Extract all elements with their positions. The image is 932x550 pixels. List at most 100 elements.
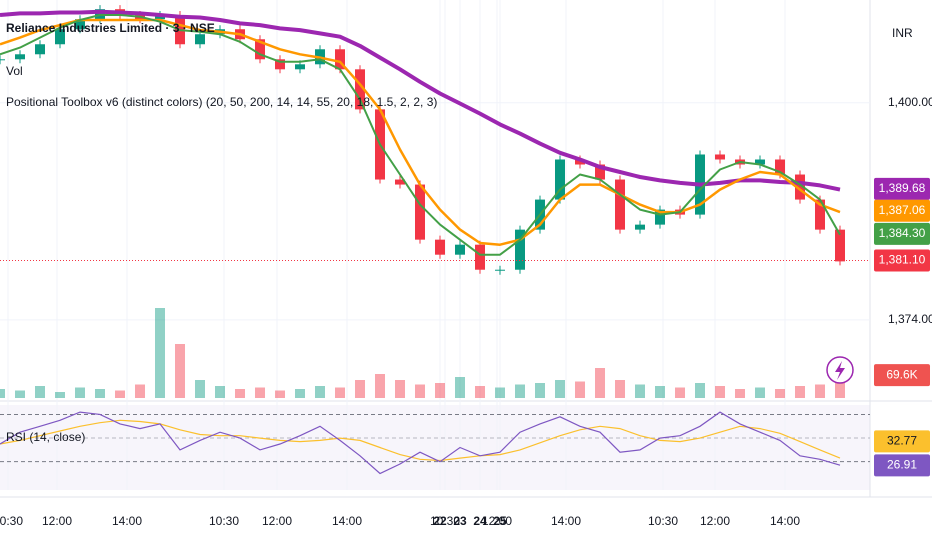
volume-bar — [815, 384, 825, 398]
candle-body — [815, 199, 825, 230]
volume-tag: 69.6K — [886, 367, 917, 381]
price-tag-bg — [874, 222, 930, 245]
candle-body — [35, 44, 45, 55]
candle-body — [195, 34, 205, 45]
volume-bar — [715, 386, 725, 398]
candle-body — [635, 224, 645, 230]
candle-body — [655, 209, 665, 225]
volume-bar — [255, 387, 265, 398]
candle-body — [255, 39, 265, 60]
volume-bar — [55, 392, 65, 398]
candle-body — [415, 184, 425, 240]
moving-average — [0, 9, 841, 192]
candle-body — [835, 229, 845, 262]
volume-bar — [0, 389, 5, 398]
x-tick-label: 10:30 — [648, 514, 678, 528]
price-tag: 1,384.30 — [879, 226, 926, 240]
volume-bar — [15, 390, 25, 398]
x-tick-label: 12:00 — [482, 514, 512, 528]
rsi-tag: 32.77 — [887, 433, 917, 447]
x-tick-label: 10:30 — [430, 514, 460, 528]
volume-bar — [555, 380, 565, 398]
x-tick-label: 10:30 — [209, 514, 239, 528]
volume-bar — [475, 386, 485, 398]
volume-bar — [735, 389, 745, 398]
volume-bar — [235, 389, 245, 398]
plot-layer: 1,400.001,374.0010:3012:0014:002210:3012… — [0, 0, 932, 528]
candle-body — [775, 159, 785, 175]
candle-body — [395, 179, 405, 185]
volume-bar — [215, 386, 225, 398]
volume-bar — [795, 386, 805, 398]
volume-bar — [635, 384, 645, 398]
price-tag: 1,387.06 — [879, 203, 926, 217]
volume-bar — [135, 384, 145, 398]
volume-bar — [375, 374, 385, 398]
candle-body — [155, 15, 165, 20]
volume-bar — [535, 383, 545, 398]
volume-bar — [675, 387, 685, 398]
x-tick-label: 22 — [433, 514, 447, 528]
volume-bar — [295, 389, 305, 398]
candle-body — [495, 269, 505, 271]
volume-legend: Vol — [6, 64, 23, 78]
rsi-legend: RSI (14, close) — [6, 430, 85, 444]
x-tick-label: 10:30 — [0, 514, 23, 528]
candle-body — [355, 69, 365, 110]
candle-body — [575, 159, 585, 165]
volume-bar — [595, 368, 605, 398]
volume-tag-bg — [874, 364, 930, 387]
candle-body — [715, 154, 725, 160]
volume-bar — [175, 344, 185, 398]
volume-bar — [835, 377, 845, 398]
x-tick-label: 14:00 — [551, 514, 581, 528]
y-tick-label: 1,374.00 — [888, 312, 932, 326]
candle-body — [0, 59, 5, 61]
rsi-tag: 26.91 — [887, 457, 917, 471]
candle-body — [75, 19, 85, 30]
volume-bar — [155, 308, 165, 398]
volume-bar — [615, 380, 625, 398]
candle-body — [755, 159, 765, 165]
volume-bar — [755, 387, 765, 398]
currency-label: INR — [892, 26, 913, 40]
candle-body — [335, 49, 345, 70]
candle-body — [595, 164, 605, 180]
y-tick-label: 1,400.00 — [888, 95, 932, 109]
rsi-tag-bg — [874, 454, 930, 477]
x-tick-label: 12:00 — [42, 514, 72, 528]
rsi-line — [0, 411, 841, 475]
volume-bar — [95, 389, 105, 398]
candle-body — [435, 239, 445, 255]
x-tick-label: 14:00 — [332, 514, 362, 528]
candle-body — [615, 179, 625, 230]
volume-bar — [575, 381, 585, 398]
candle-body — [15, 54, 25, 60]
volume-bar — [335, 387, 345, 398]
moving-average — [0, 14, 841, 256]
candle-body — [515, 229, 525, 270]
candle-body — [55, 29, 65, 45]
volume-bar — [655, 386, 665, 398]
price-tag: 1,389.68 — [879, 181, 926, 195]
volume-bar — [695, 383, 705, 398]
volume-bar — [115, 390, 125, 398]
volume-bar — [315, 386, 325, 398]
volume-bar — [515, 384, 525, 398]
candle-body — [555, 159, 565, 200]
x-tick-label: 12:00 — [700, 514, 730, 528]
volume-bar — [775, 389, 785, 398]
x-tick-label: 14:00 — [770, 514, 800, 528]
x-tick-label: 25 — [493, 514, 507, 528]
rsi-pane — [0, 405, 870, 490]
volume-bar — [275, 390, 285, 398]
x-tick-label: 14:00 — [112, 514, 142, 528]
volume-bar — [415, 384, 425, 398]
rsi-tag-bg — [874, 430, 930, 453]
alert-icon — [835, 361, 845, 380]
volume-bar — [395, 380, 405, 398]
volume-bar — [75, 387, 85, 398]
last-price-tag: 1,381.10 — [879, 253, 926, 267]
